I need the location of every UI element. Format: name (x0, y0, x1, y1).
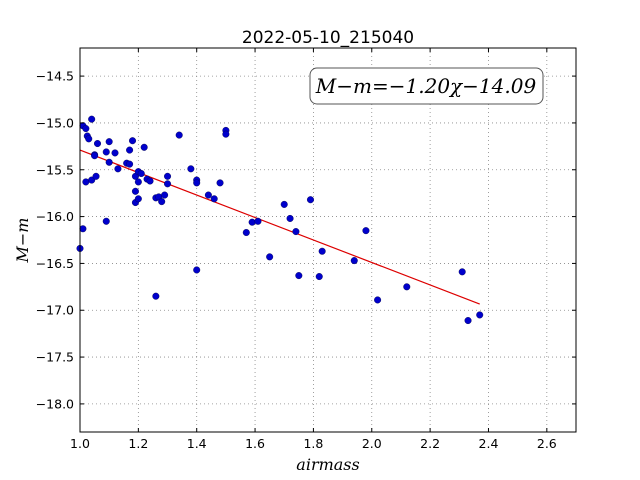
data-point (193, 266, 201, 274)
y-tick-label: −17.5 (36, 350, 74, 365)
x-tick-label: 1.4 (187, 436, 207, 451)
data-point (102, 148, 110, 156)
data-point (134, 178, 142, 186)
y-axis-ticks: −14.5 −15.0 −15.5 −16.0 −16.5 −17.0 −17.5 −18.0 (36, 69, 576, 411)
data-point (126, 160, 134, 168)
x-tick-label: 2.4 (479, 436, 499, 451)
data-point (248, 218, 256, 226)
data-point (85, 135, 93, 143)
data-point (306, 196, 314, 204)
data-point (158, 198, 166, 206)
data-point (187, 165, 195, 173)
data-point (137, 170, 145, 178)
data-point (164, 180, 172, 188)
y-tick-label: −15.0 (36, 115, 74, 130)
data-point (88, 115, 96, 123)
data-point (134, 195, 142, 203)
y-tick-label: −16.5 (36, 256, 74, 271)
data-point (94, 140, 102, 148)
x-tick-label: 1.2 (128, 436, 148, 451)
x-tick-label: 1.0 (70, 436, 90, 451)
x-tick-label: 2.0 (362, 436, 382, 451)
data-point (102, 217, 110, 225)
data-point (175, 131, 183, 139)
y-tick-label: −17.0 (36, 303, 74, 318)
data-point (476, 311, 484, 319)
annotation-frame (309, 67, 544, 105)
data-point (362, 227, 370, 235)
data-point (210, 195, 218, 203)
y-tick-label: −15.5 (36, 162, 74, 177)
data-point (129, 137, 137, 145)
data-point (193, 179, 201, 187)
data-point (111, 149, 119, 157)
data-point (140, 143, 148, 151)
y-axis-label: M−m (13, 218, 32, 264)
chart-title: 2022-05-10_215040 (242, 28, 414, 48)
x-axis-label: airmass (296, 455, 359, 474)
y-tick-label: −14.5 (36, 69, 74, 84)
x-tick-label: 1.8 (303, 436, 323, 451)
data-point (242, 229, 250, 237)
data-point (280, 200, 288, 208)
data-point (254, 217, 262, 225)
fit-annotation-box: M−m=−1.20χ−14.09 (309, 67, 544, 105)
y-tick-label: −18.0 (36, 396, 74, 411)
data-point (216, 179, 224, 187)
data-point (222, 130, 230, 138)
data-point (286, 214, 294, 222)
data-point (204, 191, 212, 199)
data-point (79, 225, 87, 233)
x-tick-label: 2.6 (537, 436, 557, 451)
data-point (91, 152, 99, 160)
data-points (76, 115, 484, 325)
data-point (164, 172, 172, 180)
data-point (403, 283, 411, 291)
data-point (126, 146, 134, 154)
data-point (105, 138, 113, 146)
data-point (92, 172, 100, 180)
data-point (152, 292, 160, 300)
data-point (114, 165, 122, 173)
plot-frame (79, 47, 577, 433)
data-point (146, 177, 154, 185)
fit-equation: M−m=−1.20χ−14.09 (315, 74, 537, 98)
data-point (82, 178, 90, 186)
y-tick-label: −16.0 (36, 209, 74, 224)
x-tick-label: 2.2 (420, 436, 440, 451)
data-point (350, 257, 358, 265)
data-point (374, 296, 382, 304)
data-point (458, 268, 466, 276)
data-point (82, 125, 90, 133)
data-point (161, 191, 169, 199)
data-point (464, 317, 472, 325)
plot-area (80, 48, 576, 432)
data-point (318, 247, 326, 255)
grid (79, 48, 576, 432)
x-axis-ticks: 1.0 1.2 1.4 1.6 1.8 2.0 2.2 2.4 2.6 (70, 48, 557, 451)
data-point (292, 228, 300, 236)
data-point (105, 158, 113, 166)
data-point (315, 273, 323, 281)
data-point (295, 272, 303, 280)
data-point (131, 187, 139, 195)
x-tick-label: 1.6 (245, 436, 265, 451)
data-point (266, 253, 274, 261)
